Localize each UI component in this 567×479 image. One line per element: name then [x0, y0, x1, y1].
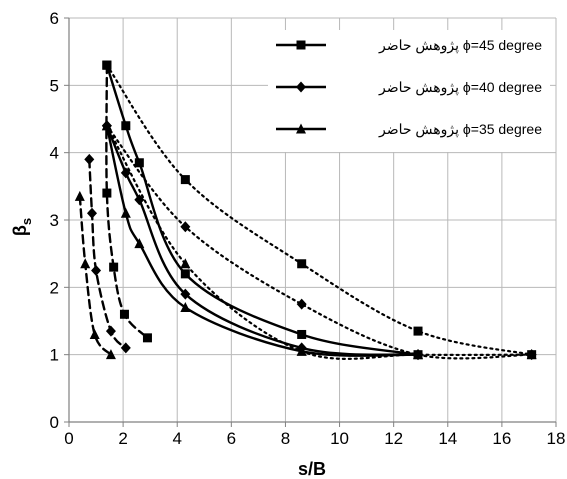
legend-label: پژوهش حاضر ϕ=35 degree: [378, 121, 542, 138]
square-marker: [180, 269, 190, 279]
square-marker: [102, 60, 112, 70]
series-6: [102, 60, 152, 343]
x-tick-label: 14: [438, 429, 457, 448]
series-5: [101, 120, 537, 360]
series-7: [84, 153, 131, 354]
y-axis-title: βs: [10, 218, 34, 236]
series-8: [74, 190, 116, 360]
triangle-marker: [296, 123, 306, 134]
x-tick-label: 12: [384, 429, 403, 448]
triangle-marker: [105, 349, 116, 360]
x-tick-label: 2: [118, 429, 127, 448]
triangle-marker: [296, 345, 307, 356]
square-marker: [296, 40, 306, 50]
series-group: [74, 60, 537, 361]
y-axis-title-subscript: s: [19, 218, 34, 225]
legend-item: پژوهش حاضر ϕ=40 degree: [276, 79, 542, 96]
square-marker: [109, 262, 119, 272]
square-marker: [121, 121, 131, 131]
diamond-marker: [180, 221, 191, 233]
triangle-marker: [526, 349, 537, 360]
y-tick-label: 3: [50, 211, 59, 230]
x-axis-title: s/B: [298, 459, 326, 479]
y-tick-label: 2: [50, 278, 59, 297]
series-dashed-line: [78, 195, 113, 356]
diamond-marker: [296, 81, 306, 93]
y-tick-label: 1: [50, 346, 59, 365]
y-axis-title-symbol: β: [10, 225, 30, 236]
triangle-marker: [180, 258, 191, 269]
x-tick-label: 16: [492, 429, 511, 448]
triangle-marker: [74, 190, 85, 201]
y-tick-label: 6: [50, 9, 59, 28]
series-1: [101, 120, 424, 361]
square-marker: [413, 326, 423, 336]
x-tick-label: 6: [227, 429, 236, 448]
x-tick-label: 10: [330, 429, 349, 448]
diamond-marker: [105, 325, 116, 337]
series-dotted-line: [105, 124, 533, 360]
triangle-marker: [80, 258, 91, 269]
legend-label: پژوهش حاضر ϕ=45 degree: [378, 37, 542, 54]
y-tick-label: 5: [50, 76, 59, 95]
axes: [64, 17, 557, 427]
square-marker: [102, 188, 112, 198]
triangle-marker: [180, 302, 191, 313]
x-tick-label: 4: [172, 429, 181, 448]
square-marker: [134, 158, 144, 168]
square-marker: [119, 309, 129, 319]
series-solid-line: [105, 124, 420, 357]
series-2: [101, 120, 424, 360]
diamond-marker: [120, 342, 131, 354]
square-marker: [142, 333, 152, 343]
x-tick-label: 0: [64, 429, 73, 448]
x-tick-label: 8: [281, 429, 290, 448]
triangle-marker: [120, 207, 131, 218]
diamond-marker: [84, 153, 95, 165]
square-marker: [180, 175, 190, 185]
legend-item: پژوهش حاضر ϕ=35 degree: [276, 121, 542, 138]
square-marker: [297, 259, 307, 269]
triangle-marker: [134, 238, 145, 249]
square-marker: [297, 329, 307, 339]
legend: پژوهش حاضر ϕ=45 degree پژوهش حاضر ϕ=40 de…: [268, 30, 550, 152]
series-dotted-line: [105, 124, 533, 360]
series-4: [101, 120, 537, 361]
legend-item: پژوهش حاضر ϕ=45 degree: [276, 37, 542, 54]
diamond-marker: [296, 298, 307, 310]
series-dashed-line: [105, 63, 149, 340]
legend-label: پژوهش حاضر ϕ=40 degree: [378, 79, 542, 96]
y-tick-label: 0: [50, 413, 59, 432]
triangle-marker: [413, 349, 424, 360]
triangle-marker: [89, 328, 100, 339]
diamond-marker: [180, 288, 191, 300]
x-tick-label: 18: [547, 429, 566, 448]
diamond-marker: [86, 207, 97, 219]
y-tick-label: 4: [50, 144, 59, 163]
legend-box: [268, 30, 550, 152]
diamond-marker: [91, 265, 102, 276]
